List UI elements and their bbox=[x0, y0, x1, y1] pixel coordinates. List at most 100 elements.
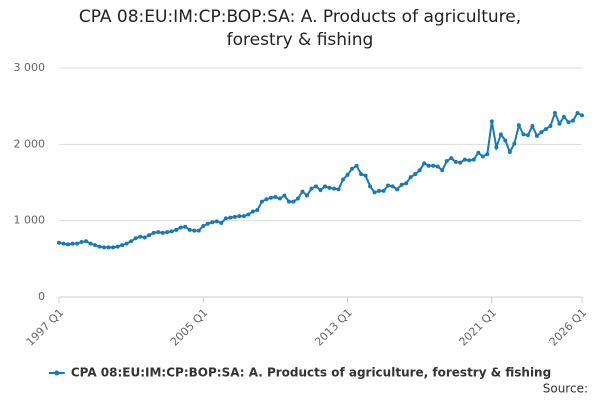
point bbox=[399, 182, 404, 187]
point bbox=[295, 196, 300, 201]
point bbox=[178, 225, 183, 230]
point bbox=[485, 152, 490, 157]
point bbox=[156, 230, 161, 235]
point bbox=[372, 190, 377, 195]
point bbox=[250, 209, 255, 214]
point bbox=[129, 239, 134, 244]
point bbox=[476, 150, 481, 155]
point bbox=[291, 199, 296, 204]
point bbox=[435, 164, 440, 169]
point bbox=[426, 163, 431, 168]
point bbox=[214, 219, 219, 224]
point bbox=[111, 245, 116, 250]
point bbox=[241, 214, 246, 219]
point bbox=[187, 227, 192, 232]
point bbox=[422, 161, 427, 166]
legend-item: CPA 08:EU:IM:CP:BOP:SA: A. Products of a… bbox=[48, 366, 551, 380]
point bbox=[489, 119, 494, 124]
point bbox=[183, 224, 188, 229]
point bbox=[151, 230, 156, 235]
point bbox=[282, 193, 287, 198]
point bbox=[75, 241, 80, 246]
point bbox=[566, 120, 571, 125]
point bbox=[255, 207, 260, 212]
point bbox=[498, 132, 503, 137]
point bbox=[133, 236, 138, 241]
point bbox=[458, 160, 463, 165]
point bbox=[61, 241, 66, 246]
point bbox=[97, 244, 102, 249]
point bbox=[525, 133, 530, 138]
point bbox=[503, 138, 508, 143]
y-tick-label: 2 000 bbox=[14, 137, 46, 150]
point bbox=[431, 163, 436, 168]
point bbox=[557, 121, 562, 126]
chart-title: CPA 08:EU:IM:CP:BOP:SA: A. Products of a… bbox=[78, 7, 522, 50]
point bbox=[386, 183, 391, 188]
point bbox=[88, 241, 93, 246]
point bbox=[160, 230, 165, 235]
point bbox=[561, 114, 566, 119]
point bbox=[530, 124, 535, 129]
point bbox=[84, 239, 89, 244]
point bbox=[543, 127, 548, 132]
point bbox=[102, 245, 107, 250]
point bbox=[404, 181, 409, 186]
point bbox=[66, 242, 71, 247]
point bbox=[350, 166, 355, 171]
point bbox=[552, 111, 557, 116]
point bbox=[395, 187, 400, 192]
point bbox=[120, 243, 125, 248]
y-tick-label: 0 bbox=[38, 290, 45, 303]
point bbox=[205, 221, 210, 226]
point bbox=[381, 188, 386, 193]
point bbox=[93, 243, 98, 248]
point bbox=[259, 199, 264, 204]
point bbox=[115, 244, 120, 249]
point bbox=[142, 235, 147, 240]
y-tick-label: 3 000 bbox=[14, 61, 46, 74]
point bbox=[453, 159, 458, 164]
x-tick-label: 2005 Q1 bbox=[168, 306, 211, 349]
point bbox=[273, 195, 278, 200]
point bbox=[408, 175, 413, 180]
point bbox=[363, 173, 368, 178]
point bbox=[228, 215, 233, 220]
point bbox=[174, 227, 179, 232]
point bbox=[480, 154, 485, 159]
point bbox=[354, 163, 359, 168]
point bbox=[467, 158, 472, 163]
point bbox=[277, 196, 282, 201]
point bbox=[539, 130, 544, 135]
point bbox=[580, 113, 584, 118]
point bbox=[521, 132, 526, 137]
point bbox=[124, 241, 129, 246]
point bbox=[264, 197, 269, 202]
line bbox=[58, 110, 583, 249]
legend-marker bbox=[54, 370, 60, 376]
point bbox=[246, 212, 251, 217]
point bbox=[449, 156, 454, 161]
x-tick-label: 2013 Q1 bbox=[312, 306, 355, 349]
point bbox=[201, 224, 206, 229]
y-tick-label: 1 000 bbox=[14, 214, 46, 227]
point bbox=[138, 234, 143, 239]
point bbox=[57, 240, 61, 245]
point bbox=[210, 220, 215, 225]
point bbox=[359, 172, 364, 177]
point bbox=[462, 157, 467, 162]
point bbox=[332, 186, 337, 191]
point bbox=[440, 168, 445, 173]
point bbox=[417, 168, 422, 173]
point bbox=[304, 193, 309, 198]
point bbox=[570, 118, 575, 123]
point bbox=[196, 228, 201, 233]
point bbox=[341, 177, 346, 182]
point bbox=[507, 149, 512, 154]
point bbox=[219, 220, 224, 225]
point bbox=[413, 172, 418, 177]
point bbox=[471, 157, 476, 162]
point bbox=[70, 241, 75, 246]
